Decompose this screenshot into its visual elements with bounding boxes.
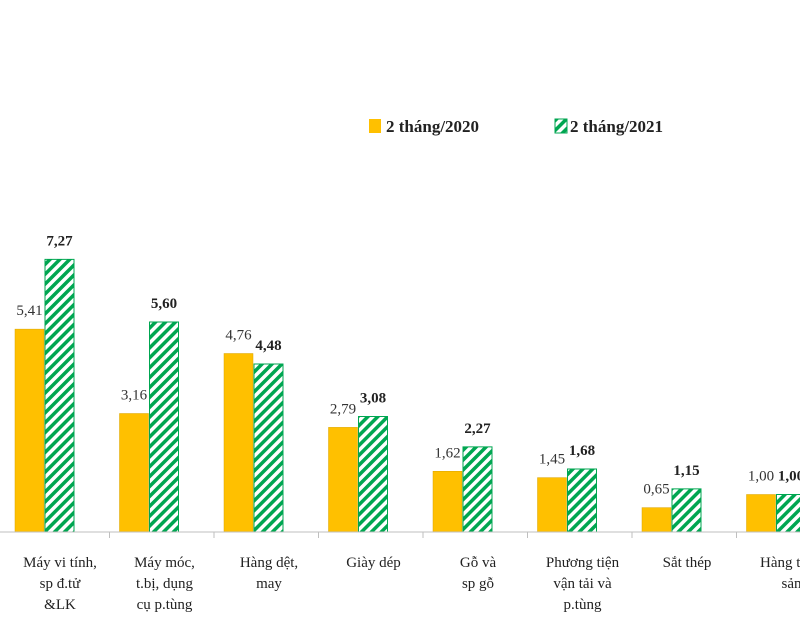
category-label: Máy móc, t.bị, dụng cụ p.tùng: [134, 555, 195, 613]
x-axis-ticks: [109, 532, 737, 538]
data-label-2021: 5,60: [151, 296, 177, 312]
bar-2021: [358, 416, 388, 533]
data-label-2020: 1,62: [434, 445, 460, 461]
category-labels: Máy vi tính, sp đ.tử &LK Máy móc, t.bị, dụng…: [23, 555, 800, 613]
data-label-2021: 2,27: [464, 421, 491, 437]
data-label-2020: 1,45: [539, 452, 565, 468]
bar-2020: [432, 471, 463, 533]
bar-2020: [119, 413, 149, 533]
bar-2020: [14, 328, 45, 533]
data-label-2021: 1,00: [778, 469, 800, 485]
bar-2020: [537, 477, 567, 533]
bar-2021: [567, 468, 597, 533]
category-label: Sắt thép: [663, 555, 712, 571]
category-label: Phương tiện vận tải và p.tùng: [546, 555, 620, 613]
data-label-2021: 1,15: [673, 463, 699, 479]
data-label-2021: 7,27: [46, 233, 73, 249]
data-label-2021: 3,08: [360, 391, 386, 407]
bar-2021: [44, 258, 75, 533]
data-label-2020: 0,65: [643, 482, 669, 498]
data-label-2020: 3,16: [121, 388, 148, 404]
bar-2020: [328, 427, 358, 533]
category-label: Giày dép: [346, 555, 401, 571]
bar-2021: [253, 363, 284, 533]
data-label-2020: 4,76: [225, 328, 252, 344]
data-label-2020: 2,79: [330, 401, 356, 417]
category-label: Gỗ và sp gỗ: [460, 555, 497, 592]
bar-2021: [671, 488, 702, 533]
legend: 2 tháng/2020 2 tháng/2021: [369, 117, 663, 136]
category-label: Hàng dệt, may: [240, 555, 298, 592]
bar-2021: [149, 321, 179, 533]
data-label-2020: 5,41: [16, 303, 42, 319]
category-label: Máy vi tính, sp đ.tử &LK: [23, 555, 97, 613]
bar-2020: [223, 353, 254, 533]
bar-2020: [746, 494, 776, 533]
legend-swatch-2021: [554, 118, 568, 134]
legend-label-2021: 2 tháng/2021: [570, 117, 663, 136]
bar-2020: [641, 507, 672, 533]
category-label: Hàng thủysản: [760, 555, 800, 592]
legend-label-2020: 2 tháng/2020: [386, 117, 479, 136]
bars-group: 5,41 7,27 3,16 5,60 4,764,48 2,793,08 1,622,27…: [14, 233, 800, 533]
bar-2021: [776, 494, 800, 533]
data-label-2021: 4,48: [255, 338, 281, 354]
data-label-2020: 1,00: [748, 469, 774, 485]
legend-swatch-2020: [369, 119, 381, 133]
bar-2021: [462, 446, 493, 533]
data-label-2021: 1,68: [569, 443, 595, 459]
